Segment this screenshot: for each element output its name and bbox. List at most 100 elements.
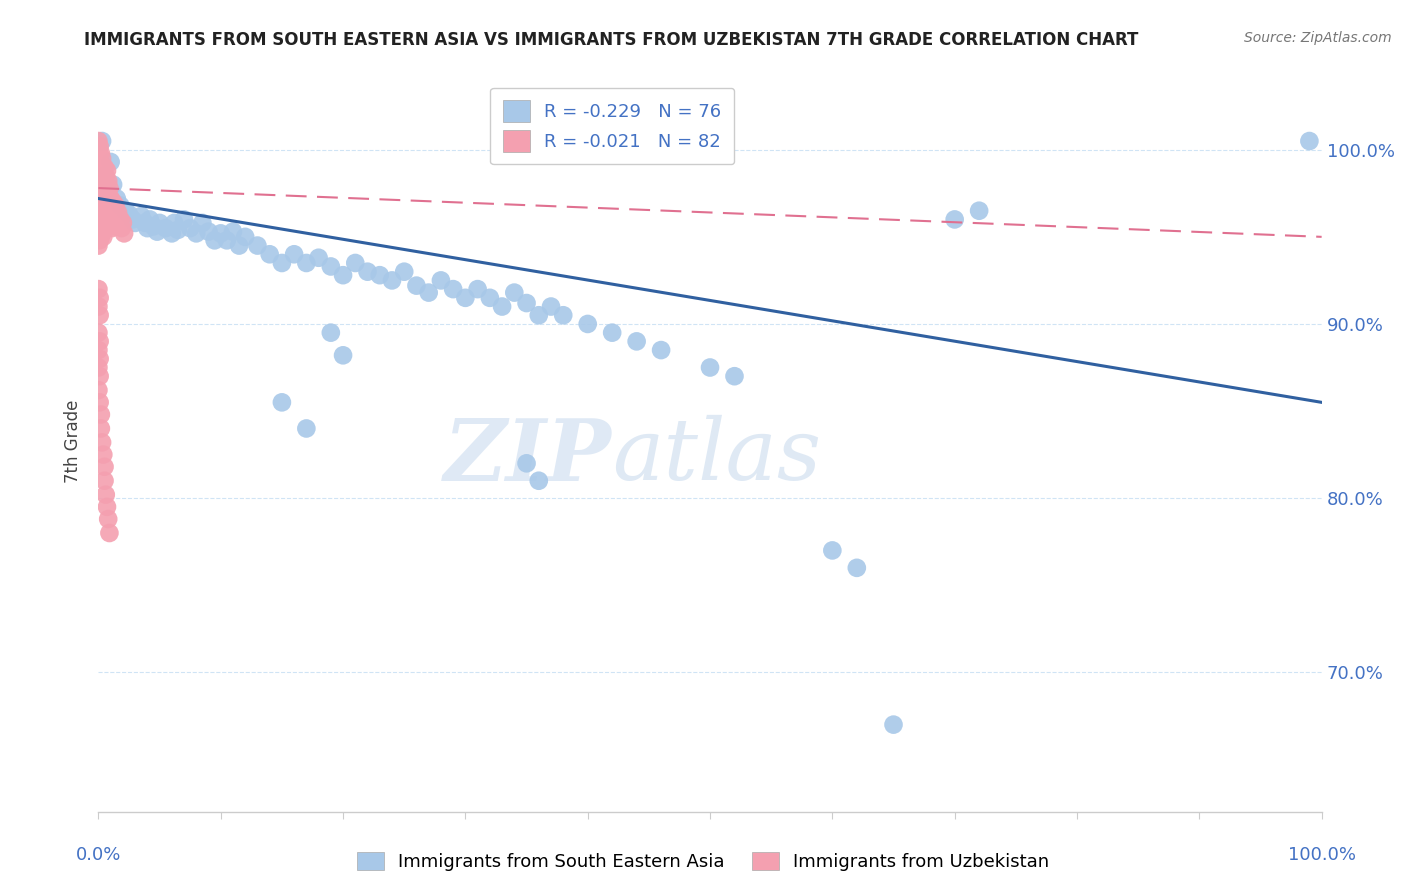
Point [139,212,162,227]
Point [576,317,599,331]
Point [94,488,117,502]
Point [90,216,112,230]
Text: 0.0%: 0.0% [76,847,121,864]
Point [215,233,238,247]
Point [295,421,318,435]
Point [134,216,156,230]
Point [87,134,110,148]
Point [91,163,114,178]
Point [87,238,110,252]
Point [89,221,111,235]
Point [295,256,318,270]
Point [90,192,112,206]
Point [112,227,135,241]
Point [163,216,186,230]
Point [129,209,152,223]
Point [160,227,183,241]
Y-axis label: 7th Grade: 7th Grade [65,400,83,483]
Point [146,225,169,239]
Point [87,198,110,212]
Point [553,308,575,322]
Point [101,221,124,235]
Point [821,543,844,558]
Point [91,448,114,462]
Point [89,291,111,305]
Point [142,219,165,234]
Point [491,300,513,314]
Point [98,181,121,195]
Point [179,221,201,235]
Point [454,291,477,305]
Point [87,178,110,192]
Point [124,216,146,230]
Point [650,343,672,357]
Point [87,300,110,314]
Point [96,500,118,514]
Point [94,212,117,227]
Point [90,146,112,161]
Point [319,260,342,274]
Point [100,212,122,227]
Point [89,369,111,384]
Point [515,456,537,470]
Point [93,160,115,174]
Point [107,205,129,219]
Point [93,459,115,474]
Point [110,212,132,227]
Point [332,268,354,282]
Point [101,178,124,192]
Point [392,265,416,279]
Point [626,334,648,349]
Point [89,169,111,183]
Text: atlas: atlas [612,415,821,498]
Point [204,233,226,247]
Text: Source: ZipAtlas.com: Source: ZipAtlas.com [1244,31,1392,45]
Point [90,230,112,244]
Point [222,225,245,239]
Point [368,268,391,282]
Point [90,203,112,218]
Point [98,203,121,218]
Point [87,343,110,357]
Point [91,186,114,201]
Point [430,273,453,287]
Point [87,212,110,227]
Point [87,163,110,178]
Point [111,221,134,235]
Point [91,174,114,188]
Point [155,221,177,235]
Point [478,291,501,305]
Point [93,181,115,195]
Point [121,212,143,227]
Point [259,247,281,261]
Point [89,334,111,349]
Point [233,230,256,244]
Point [91,209,114,223]
Point [283,247,305,261]
Point [87,227,110,241]
Point [503,285,526,300]
Point [191,216,214,230]
Point [515,296,537,310]
Point [93,203,115,218]
Point [114,203,136,218]
Legend: R = -0.229   N = 76, R = -0.021   N = 82: R = -0.229 N = 76, R = -0.021 N = 82 [491,87,734,164]
Point [90,160,112,174]
Point [723,369,745,384]
Point [405,278,427,293]
Point [173,212,195,227]
Point [270,395,294,409]
Point [136,221,159,235]
Point [97,186,120,201]
Point [89,233,111,247]
Point [93,474,115,488]
Point [96,163,118,178]
Point [96,186,118,201]
Point [97,512,120,526]
Point [381,273,404,287]
Point [111,216,134,230]
Point [91,435,114,450]
Point [308,251,330,265]
Point [1298,134,1320,148]
Point [91,221,114,235]
